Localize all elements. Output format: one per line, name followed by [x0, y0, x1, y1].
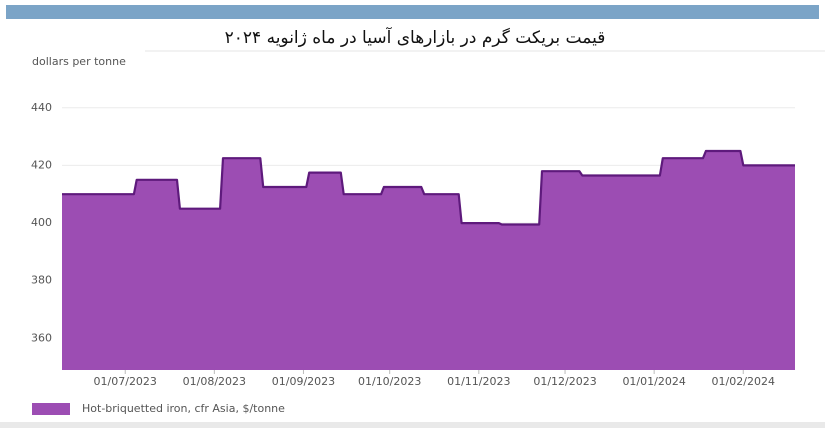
y-tick-label: 420 — [31, 158, 52, 171]
legend-label: Hot-briquetted iron, cfr Asia, $/tonne — [82, 402, 285, 415]
y-tick-label: 440 — [31, 101, 52, 114]
y-axis-label: dollars per tonne — [32, 55, 126, 68]
line — [62, 149, 795, 226]
x-tick-label: 01/12/2023 — [533, 375, 596, 388]
y-tick-label: 360 — [31, 331, 52, 344]
plot-area: 360 380 400 420 440 01/07/2023 01/08/2023 01/09… — [31, 101, 795, 388]
chart-title: قیمت بریکت گرم در بازارهای آسیا در ماه ژ… — [225, 26, 606, 48]
x-tick-label: 01/01/2024 — [622, 375, 685, 388]
x-tick-label: 01/02/2024 — [712, 375, 775, 388]
y-tick-label: 400 — [31, 216, 52, 229]
x-tick-label: 01/11/2023 — [447, 375, 510, 388]
bottom-band — [0, 422, 825, 428]
x-tick-label: 01/10/2023 — [358, 375, 421, 388]
y-tick-label: 380 — [31, 274, 52, 287]
top-band — [6, 5, 819, 19]
x-tick-label: 01/09/2023 — [272, 375, 335, 388]
x-tick-label: 01/07/2023 — [94, 375, 157, 388]
area — [62, 151, 795, 370]
legend-swatch — [32, 403, 70, 415]
x-tick-label: 01/08/2023 — [183, 375, 246, 388]
